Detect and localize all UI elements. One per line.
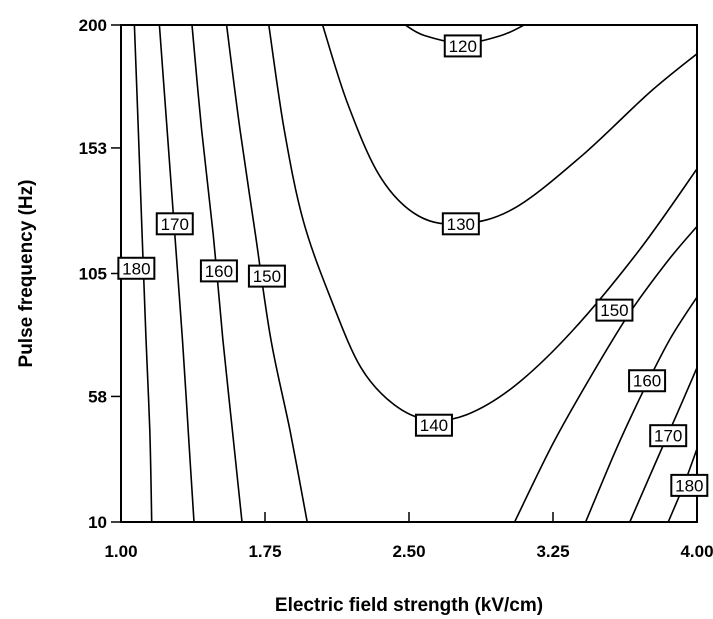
contour-label-text: 180 <box>675 476 703 495</box>
x-tick-label: 3.25 <box>536 542 569 561</box>
contour-label-150: 150 <box>595 298 634 322</box>
contour-label-130: 130 <box>441 212 480 236</box>
x-tick-label: 1.00 <box>104 542 137 561</box>
y-tick-label: 200 <box>79 16 107 35</box>
contour-label-box <box>199 259 238 283</box>
contour-label-text: 160 <box>633 372 661 391</box>
contour-label-text: 150 <box>600 301 628 320</box>
contour-label-text: 170 <box>654 427 682 446</box>
contour-label-box <box>595 298 634 322</box>
contour-line-150 <box>513 225 697 522</box>
y-axis-title: Pulse frequency (Hz) <box>16 180 37 368</box>
x-axis-title: Electric field strength (kV/cm) <box>275 595 543 616</box>
contour-label-box <box>649 424 688 448</box>
x-tick-label: 2.50 <box>392 542 425 561</box>
contour-label-170: 170 <box>155 212 194 236</box>
contour-label-box <box>155 212 194 236</box>
contour-label-box <box>414 413 453 437</box>
contour-label-180: 180 <box>117 256 156 280</box>
contour-label-160: 160 <box>199 259 238 283</box>
contour-label-140: 140 <box>414 413 453 437</box>
y-tick-label: 10 <box>88 513 107 532</box>
contour-label-text: 180 <box>122 259 150 278</box>
contour-label-text: 130 <box>447 215 475 234</box>
x-tick-label: 1.75 <box>248 542 281 561</box>
contour-label-180: 180 <box>670 473 709 497</box>
x-tick-label: 4.00 <box>680 542 713 561</box>
contour-label-text: 160 <box>205 262 233 281</box>
contour-label-box <box>628 369 667 393</box>
contour-label-120: 120 <box>443 34 482 58</box>
y-tick-label: 58 <box>88 387 107 406</box>
contour-label-150: 150 <box>247 264 286 288</box>
y-tick-label: 105 <box>79 265 107 284</box>
contour-line-140 <box>268 25 697 422</box>
contour-line-130 <box>321 25 697 226</box>
y-tick-label: 153 <box>79 139 107 158</box>
contour-label-text: 170 <box>161 215 189 234</box>
contour-labels: 120 130 140 150 150 160 160 170 170 180 180 <box>117 34 709 497</box>
contour-label-text: 150 <box>253 267 281 286</box>
contour-label-text: 120 <box>449 37 477 56</box>
contour-label-160: 160 <box>628 369 667 393</box>
contour-label-text: 140 <box>420 416 448 435</box>
contour-label-170: 170 <box>649 424 688 448</box>
contour-label-box <box>247 264 286 288</box>
contour-label-box <box>443 34 482 58</box>
contour-label-box <box>441 212 480 236</box>
contour-label-box <box>670 473 709 497</box>
axis-ticks: 1.00 1.75 2.50 3.25 4.00 10 58 105 153 200 <box>79 16 713 561</box>
contour-label-box <box>117 256 156 280</box>
contour-line-170 <box>158 25 195 522</box>
